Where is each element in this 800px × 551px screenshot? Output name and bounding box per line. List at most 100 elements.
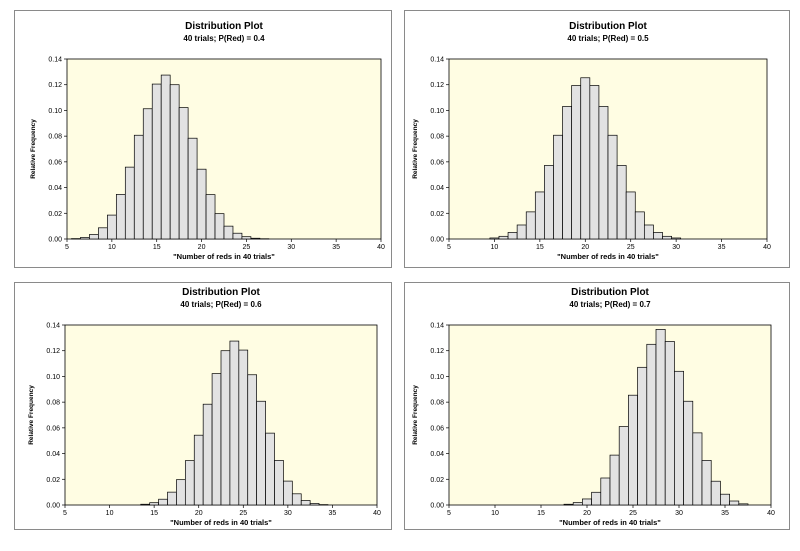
y-tick-label: 0.10 (430, 108, 444, 115)
histogram-bar (241, 236, 252, 240)
y-tick-label: 0.08 (430, 400, 444, 407)
histogram-bar (133, 134, 144, 240)
histogram-bar (498, 235, 509, 240)
histogram-bar (229, 340, 240, 506)
x-tick-label: 20 (195, 510, 203, 517)
x-tick-label: 10 (106, 510, 114, 517)
histogram-bar (309, 503, 320, 506)
histogram-bar (580, 77, 591, 240)
histogram-bar (607, 134, 618, 240)
x-axis-label: "Number of reds in 40 trials" (173, 252, 275, 261)
histogram-bar (525, 211, 536, 240)
x-axis-label: "Number of reds in 40 trials" (170, 518, 272, 527)
x-tick-label: 25 (239, 510, 247, 517)
histogram-bar (710, 480, 721, 506)
histogram-bar (142, 108, 153, 240)
histogram-bar (701, 460, 712, 506)
y-axis-label: Relative Frequency (412, 385, 419, 445)
histogram-bar (149, 502, 159, 506)
histogram-bar (80, 237, 90, 240)
histogram-bar (563, 503, 574, 506)
x-tick-label: 5 (63, 510, 67, 517)
distribution-plot-panel-4: Distribution Plot 40 trials; P(Red) = 0.7… (404, 282, 790, 530)
histogram-bar (738, 503, 749, 506)
y-tick-label: 0.02 (48, 211, 62, 218)
chart-subtitle: 40 trials; P(Red) = 0.5 (567, 34, 649, 43)
histogram-bar (89, 234, 99, 240)
y-tick-label: 0.14 (430, 57, 444, 64)
chart-subtitle: 40 trials; P(Red) = 0.6 (180, 300, 262, 309)
x-tick-label: 20 (581, 244, 589, 251)
histogram-bar (158, 498, 168, 506)
x-tick-label: 20 (583, 510, 591, 517)
x-tick-label: 40 (377, 244, 385, 251)
y-tick-label: 0.08 (46, 400, 60, 407)
chart-title: Distribution Plot (569, 21, 647, 32)
x-tick-label: 35 (718, 244, 726, 251)
chart-subtitle: 40 trials; P(Red) = 0.4 (183, 34, 265, 43)
histogram-bar (274, 460, 284, 506)
histogram-bar (220, 350, 231, 506)
histogram-bar (214, 213, 225, 240)
y-tick-label: 0.02 (430, 477, 444, 484)
histogram-bar (283, 480, 293, 506)
x-tick-label: 40 (763, 244, 771, 251)
x-tick-label: 10 (491, 244, 499, 251)
histogram-bar (591, 491, 602, 506)
histogram-bar (211, 373, 222, 506)
y-tick-label: 0.14 (48, 57, 62, 64)
chart-subtitle: 40 trials; P(Red) = 0.7 (569, 300, 651, 309)
histogram-bar (674, 370, 684, 506)
histogram-bar (124, 166, 135, 240)
histogram-bar (178, 107, 189, 240)
y-axis-label: Relative Frequency (28, 385, 35, 445)
histogram-bar (247, 374, 258, 506)
histogram-bar (720, 493, 730, 506)
x-tick-label: 15 (536, 244, 544, 251)
x-tick-label: 40 (373, 510, 381, 517)
y-axis-label: Relative Frequency (30, 119, 37, 179)
x-tick-label: 15 (153, 244, 161, 251)
histogram-bar (534, 191, 545, 240)
histogram-bar (646, 343, 657, 506)
histogram-bar (544, 165, 554, 240)
histogram-bar (683, 400, 694, 506)
x-tick-label: 15 (537, 510, 545, 517)
y-tick-label: 0.00 (46, 503, 60, 510)
histogram-bar (653, 232, 663, 240)
histogram-bar (205, 194, 216, 240)
histogram-bar (637, 366, 648, 506)
histogram-bar (643, 224, 654, 240)
histogram-bar (232, 232, 243, 240)
x-tick-label: 30 (287, 244, 295, 251)
x-tick-label: 25 (243, 244, 251, 251)
x-tick-label: 20 (198, 244, 206, 251)
x-tick-label: 35 (721, 510, 729, 517)
x-tick-label: 30 (675, 510, 683, 517)
histogram-bar (193, 434, 204, 506)
x-tick-label: 35 (332, 244, 340, 251)
histogram-bar (187, 137, 198, 240)
histogram-bar (553, 134, 563, 240)
y-tick-label: 0.14 (46, 323, 60, 330)
x-tick-label: 25 (629, 510, 637, 517)
histogram-bar (167, 491, 177, 506)
y-axis-label: Relative Frequency (412, 119, 419, 179)
histogram-bar (618, 426, 629, 506)
histogram-bar (562, 106, 573, 240)
y-tick-label: 0.10 (48, 108, 62, 115)
histogram-bar (169, 84, 180, 240)
x-tick-label: 15 (150, 510, 158, 517)
histogram-bar (589, 85, 600, 240)
histogram-bar (291, 493, 302, 506)
histogram-bar (729, 500, 740, 506)
x-axis-label: "Number of reds in 40 trials" (559, 518, 661, 527)
x-tick-label: 10 (108, 244, 116, 251)
histogram-bar (655, 329, 666, 506)
histogram-bar (151, 83, 162, 240)
x-tick-label: 5 (447, 244, 451, 251)
histogram-bar (256, 400, 266, 506)
histogram-bar (507, 232, 518, 240)
y-tick-label: 0.12 (430, 82, 444, 89)
y-tick-label: 0.02 (430, 211, 444, 218)
